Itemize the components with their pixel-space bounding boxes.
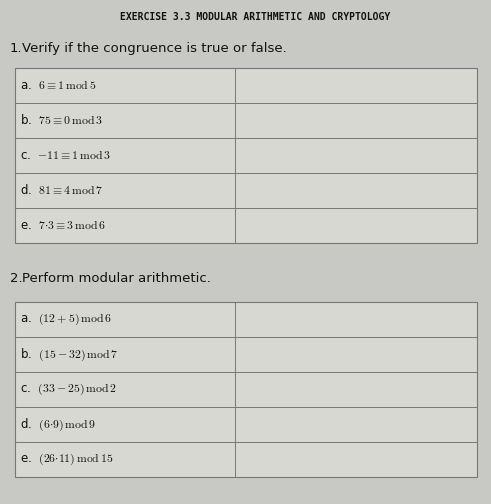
Text: d.  $81 \equiv 4\,\mathrm{mod}\,7$: d. $81 \equiv 4\,\mathrm{mod}\,7$	[20, 183, 103, 198]
Bar	[15, 302, 477, 477]
Text: Perform modular arithmetic.: Perform modular arithmetic.	[22, 272, 211, 285]
Text: e.  $(26{\cdot}11)\,\mathrm{mod}\,15$: e. $(26{\cdot}11)\,\mathrm{mod}\,15$	[20, 452, 113, 467]
Text: e.  $7{\cdot}3 \equiv 3\,\mathrm{mod}\,6$: e. $7{\cdot}3 \equiv 3\,\mathrm{mod}\,6$	[20, 219, 106, 232]
Text: d.  $(6{\cdot}9)\,\mathrm{mod}\,9$: d. $(6{\cdot}9)\,\mathrm{mod}\,9$	[20, 416, 96, 432]
Text: Verify if the congruence is true or false.: Verify if the congruence is true or fals…	[22, 42, 287, 55]
Text: 2.: 2.	[10, 272, 23, 285]
Bar	[15, 68, 477, 243]
Text: a.  $(12+5)\,\mathrm{mod}\,6$: a. $(12+5)\,\mathrm{mod}\,6$	[20, 312, 112, 327]
Text: 1.: 1.	[10, 42, 23, 55]
Text: b.  $75 \equiv 0\,\mathrm{mod}\,3$: b. $75 \equiv 0\,\mathrm{mod}\,3$	[20, 113, 103, 128]
Text: c.  $-11 \equiv 1\,\mathrm{mod}\,3$: c. $-11 \equiv 1\,\mathrm{mod}\,3$	[20, 149, 111, 162]
Text: EXERCISE 3.3 MODULAR ARITHMETIC AND CRYPTOLOGY: EXERCISE 3.3 MODULAR ARITHMETIC AND CRYP…	[120, 12, 390, 22]
Text: a.  $6 \equiv 1\,\mathrm{mod}\,5$: a. $6 \equiv 1\,\mathrm{mod}\,5$	[20, 79, 97, 92]
Text: b.  $(15-32)\,\mathrm{mod}\,7$: b. $(15-32)\,\mathrm{mod}\,7$	[20, 346, 118, 363]
Text: c.  $(33-25)\,\mathrm{mod}\,2$: c. $(33-25)\,\mathrm{mod}\,2$	[20, 382, 117, 397]
